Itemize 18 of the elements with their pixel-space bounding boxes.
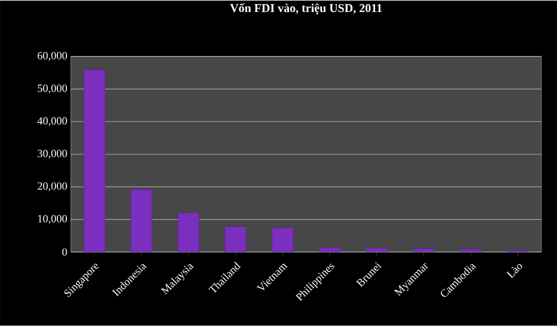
y-tick-label: 60,000 — [38, 52, 67, 62]
bar — [224, 226, 246, 252]
bar — [460, 249, 482, 252]
bar — [272, 228, 294, 252]
bar — [318, 248, 340, 252]
y-tick-label: 30,000 — [38, 150, 67, 159]
bar — [178, 212, 200, 252]
bar — [366, 248, 388, 252]
y-tick-label: 50,000 — [38, 84, 67, 94]
y-tick-label: 20,000 — [38, 182, 67, 192]
chart-title: Vốn FDI vào, triệu USD, 2011 — [230, 3, 382, 14]
y-tick-label: 10,000 — [38, 215, 67, 224]
x-tick-label: Lào — [506, 264, 522, 279]
y-tick-label: 0 — [62, 248, 67, 256]
bar — [84, 70, 106, 252]
y-tick-label: 40,000 — [37, 117, 67, 126]
bar — [412, 248, 435, 252]
bar — [130, 189, 152, 252]
